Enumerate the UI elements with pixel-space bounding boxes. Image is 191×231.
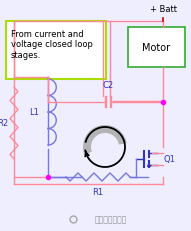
Polygon shape (83, 125, 127, 155)
Text: Motor: Motor (142, 43, 171, 53)
Text: R1: R1 (92, 187, 104, 196)
Text: 汽车电子硬设计: 汽车电子硬设计 (95, 215, 127, 224)
FancyBboxPatch shape (128, 28, 185, 68)
Text: + Batt: + Batt (150, 5, 176, 14)
Text: R2: R2 (0, 119, 8, 128)
Text: C2: C2 (102, 81, 114, 90)
Text: L1: L1 (29, 108, 39, 117)
FancyBboxPatch shape (6, 22, 106, 80)
Text: From current and
voltage closed loop
stages.: From current and voltage closed loop sta… (11, 30, 93, 60)
Text: Q1: Q1 (164, 155, 176, 164)
